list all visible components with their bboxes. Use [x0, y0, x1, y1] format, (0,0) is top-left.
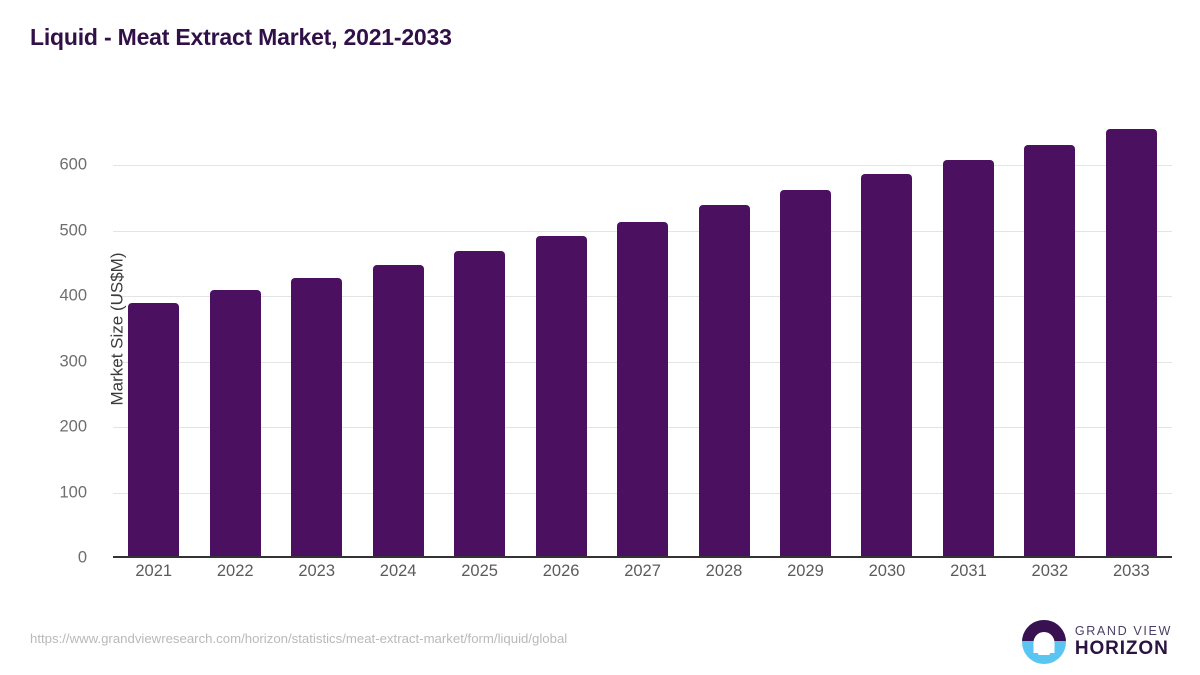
bar-slot — [357, 100, 438, 558]
bar-slot — [439, 100, 520, 558]
y-axis-tick-label: 400 — [59, 286, 87, 305]
y-axis-tick-label: 600 — [59, 155, 87, 174]
logo-line-grand-view: GRAND VIEW — [1074, 624, 1172, 639]
logo-sun — [1033, 632, 1055, 654]
plot-area: 0 100 200 300 400 500 600 Market Size (US$M) — [59, 100, 1172, 567]
bar-2023[interactable] — [291, 277, 343, 558]
x-axis-tick-label: 2028 — [705, 562, 743, 580]
bar-series — [113, 100, 1172, 558]
source-url[interactable]: https://www.grandviewresearch.com/horizo… — [30, 631, 568, 646]
bar-2024[interactable] — [372, 264, 424, 558]
bar-2030[interactable] — [861, 173, 913, 558]
logo-ray-upper — [1034, 647, 1054, 650]
x-axis-tick-label: 2033 — [1113, 562, 1150, 580]
x-axis-tick-label: 2025 — [461, 562, 498, 580]
logo-wordmark: GRAND VIEW HORIZON — [1075, 625, 1172, 658]
bar-slot — [683, 100, 764, 558]
bar-2025[interactable] — [454, 250, 506, 558]
bar-slot — [276, 100, 357, 558]
y-axis-tick-label: 100 — [59, 483, 87, 502]
logo-line-horizon: HORIZON — [1074, 637, 1169, 659]
bar-slot — [1009, 100, 1090, 558]
bar-slot — [846, 100, 927, 558]
horizon-sun-icon — [1021, 620, 1066, 664]
x-axis-tick-label: 2029 — [787, 562, 824, 580]
x-axis-line — [113, 556, 1172, 558]
grand-view-horizon-logo: GRAND VIEW HORIZON — [1021, 620, 1172, 664]
bar-2028[interactable] — [698, 205, 750, 558]
bar-2027[interactable] — [617, 221, 669, 558]
logo-ray-lower — [1037, 652, 1050, 655]
x-axis-tick-label: 2026 — [542, 562, 580, 580]
x-axis-tick-labels: 2021 2022 2023 2024 2025 2026 2027 2028 2029 2030… — [113, 562, 1172, 581]
x-axis-tick-label: 2032 — [1031, 562, 1069, 580]
x-axis-tick-label: 2030 — [868, 562, 906, 580]
x-axis-tick-label: 2027 — [624, 562, 661, 580]
bar-2031[interactable] — [942, 160, 994, 558]
x-axis-tick-label: 2023 — [298, 562, 336, 580]
bar-slot — [194, 100, 275, 558]
y-axis-tick-label: 500 — [59, 221, 87, 240]
bar-2032[interactable] — [1024, 145, 1076, 558]
logo-sky — [1021, 620, 1066, 641]
bar-slot — [602, 100, 683, 558]
bar-slot — [765, 100, 846, 558]
bar-2029[interactable] — [779, 190, 831, 558]
bar-2022[interactable] — [209, 290, 261, 558]
bar-2026[interactable] — [535, 236, 587, 558]
bar-slot — [520, 100, 601, 558]
y-axis-title: Market Size (US$M) — [107, 252, 127, 406]
bar-slot — [1091, 100, 1172, 558]
y-axis-tick-label: 200 — [59, 417, 87, 436]
x-axis-tick-label: 2021 — [135, 562, 173, 580]
bar-slot — [113, 100, 194, 558]
bar-2033[interactable] — [1105, 129, 1157, 558]
bar-slot — [928, 100, 1009, 558]
x-axis-tick-label: 2024 — [379, 562, 417, 580]
x-axis-tick-label: 2022 — [216, 562, 254, 580]
y-axis-tick-label: 0 — [77, 548, 87, 567]
gridline — [113, 165, 1172, 167]
x-axis-tick-label: 2031 — [950, 562, 987, 580]
page-title: Liquid - Meat Extract Market, 2021-2033 — [30, 24, 452, 50]
y-axis-tick-label: 300 — [59, 352, 87, 371]
bar-2021[interactable] — [128, 302, 180, 558]
